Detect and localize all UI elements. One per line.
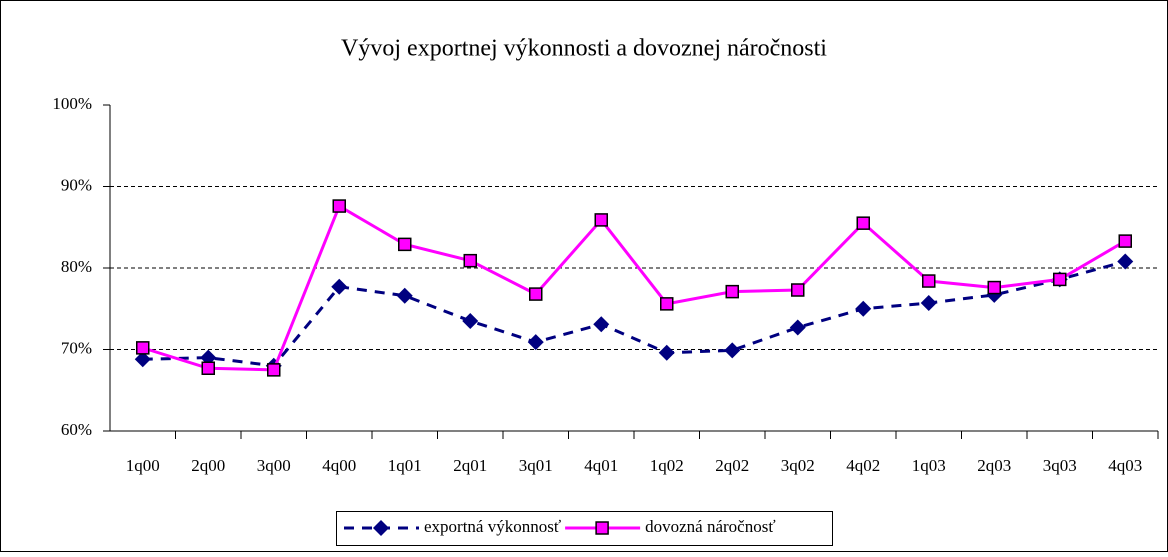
y-tick-label: 90% xyxy=(61,175,92,194)
x-tick-label: 2q02 xyxy=(715,456,749,475)
series-line xyxy=(142,260,1126,368)
y-tick-label: 60% xyxy=(61,420,92,439)
legend-marker xyxy=(373,520,389,536)
x-tick-label: 4q00 xyxy=(322,456,356,475)
data-point xyxy=(267,363,281,377)
x-tick-label: 2q03 xyxy=(977,456,1011,475)
data-point xyxy=(463,253,477,268)
data-point xyxy=(462,312,479,329)
data-point xyxy=(725,284,739,299)
data-point xyxy=(1053,272,1067,287)
data-point xyxy=(856,216,870,230)
data-point xyxy=(987,280,1001,295)
data-point xyxy=(791,283,805,297)
x-tick-label: 4q03 xyxy=(1108,456,1142,475)
data-point xyxy=(134,351,151,368)
x-tick-label: 1q01 xyxy=(388,456,422,475)
chart-title: Vývoj exportnej výkonnosti a dovoznej ná… xyxy=(341,36,827,62)
y-tick-label: 80% xyxy=(61,257,92,276)
data-point xyxy=(1117,253,1134,270)
data-point xyxy=(724,342,741,359)
data-point xyxy=(920,295,937,312)
data-point xyxy=(593,316,610,333)
x-tick-label: 3q02 xyxy=(781,456,815,475)
data-point xyxy=(331,278,348,295)
legend-marker xyxy=(595,521,609,535)
data-point xyxy=(922,274,936,288)
data-point xyxy=(136,341,150,355)
x-tick-label: 4q01 xyxy=(584,456,618,475)
x-tick-label: 2q00 xyxy=(191,456,225,475)
data-point xyxy=(396,287,413,304)
data-point xyxy=(201,361,215,375)
legend-label: dovozná náročnosť xyxy=(645,517,775,536)
data-point xyxy=(1118,234,1132,248)
data-point xyxy=(332,199,346,213)
data-point xyxy=(398,237,412,252)
data-point xyxy=(789,319,806,336)
data-point xyxy=(855,300,872,317)
x-tick-label: 3q03 xyxy=(1043,456,1077,475)
legend-label: exportná výkonnosť xyxy=(424,517,561,536)
x-tick-label: 3q01 xyxy=(519,456,553,475)
data-point xyxy=(594,213,608,227)
series-line xyxy=(142,203,1127,372)
data-point xyxy=(527,334,544,351)
x-tick-label: 2q01 xyxy=(453,456,487,475)
data-point xyxy=(658,344,675,361)
x-tick-label: 1q03 xyxy=(912,456,946,475)
x-tick-label: 1q00 xyxy=(126,456,160,475)
x-tick-label: 4q02 xyxy=(846,456,880,475)
y-tick-label: 100% xyxy=(52,94,92,113)
x-tick-label: 3q00 xyxy=(257,456,291,475)
y-tick-label: 70% xyxy=(61,338,92,357)
data-point xyxy=(660,297,674,311)
data-point xyxy=(529,287,543,301)
x-tick-label: 1q02 xyxy=(650,456,684,475)
